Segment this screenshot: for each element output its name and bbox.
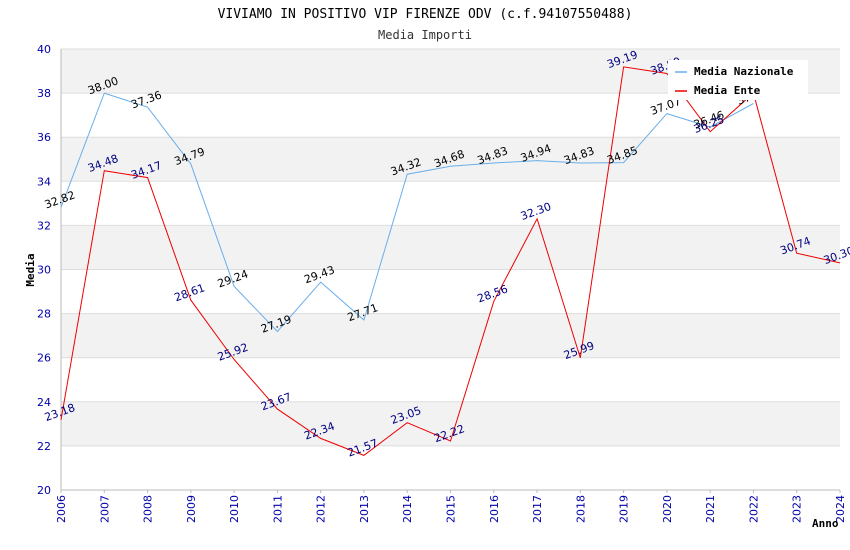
legend-box — [668, 60, 808, 100]
y-tick-label: 28 — [37, 308, 51, 321]
y-tick-label: 24 — [37, 396, 51, 409]
y-tick-label: 32 — [37, 219, 51, 232]
y-tick-label: 22 — [37, 440, 51, 453]
chart-title: VIVIAMO IN POSITIVO VIP FIRENZE ODV (c.f… — [218, 7, 633, 22]
legend: Media Nazionale Media Ente — [668, 60, 808, 100]
x-tick-labels: 2006 2007 2008 2009 2010 2011 2012 2013 2014 2015… — [55, 490, 847, 523]
legend-label-media-ente: Media Ente — [694, 84, 761, 97]
y-axis-label: Media — [24, 253, 37, 286]
x-tick-label: 2015 — [445, 495, 458, 523]
legend-label-media-nazionale: Media Nazionale — [694, 65, 794, 78]
y-tick-label: 38 — [37, 87, 51, 100]
x-tick-label: 2006 — [55, 495, 68, 523]
x-tick-label: 2017 — [531, 495, 544, 523]
x-tick-label: 2011 — [271, 495, 284, 523]
data-label: 32.82 — [43, 189, 77, 212]
x-tick-label: 2010 — [228, 495, 241, 523]
x-tick-label: 2012 — [315, 495, 328, 523]
data-label: 32.30 — [519, 200, 553, 223]
x-tick-label: 2014 — [401, 495, 414, 523]
x-tick-label: 2009 — [185, 495, 198, 523]
grid-band — [61, 313, 840, 358]
x-tick-label: 2018 — [574, 495, 587, 523]
y-tick-label: 36 — [37, 131, 51, 144]
grid-bands — [61, 49, 840, 446]
x-tick-label: 2007 — [98, 495, 111, 523]
grid-band — [61, 137, 840, 182]
x-tick-label: 2021 — [704, 495, 717, 523]
series-line-media-ente — [60, 66, 841, 456]
x-tick-label: 2008 — [142, 495, 155, 523]
y-tick-label: 26 — [37, 352, 51, 365]
data-label: 28.56 — [476, 283, 510, 306]
y-tick-label: 20 — [37, 484, 51, 497]
x-tick-label: 2013 — [358, 495, 371, 523]
x-axis-label: Anno — [812, 517, 839, 530]
series-line-media-nazionale — [60, 92, 754, 333]
data-label: 29.24 — [216, 268, 250, 291]
x-tick-label: 2020 — [661, 495, 674, 523]
y-tick-labels: 20 22 24 26 28 30 32 34 36 38 40 — [37, 43, 51, 497]
x-tick-label: 2023 — [791, 495, 804, 523]
chart-subtitle: Media Importi — [378, 28, 472, 42]
grid-band — [61, 401, 840, 446]
x-tick-label: 2024 — [834, 495, 847, 523]
x-tick-label: 2019 — [618, 495, 631, 523]
y-tick-label: 30 — [37, 264, 51, 277]
x-tick-label: 2022 — [747, 495, 760, 523]
y-tick-label: 40 — [37, 43, 51, 56]
data-label: 28.61 — [173, 281, 207, 304]
x-tick-label: 2016 — [488, 495, 501, 523]
y-tick-label: 34 — [37, 175, 51, 188]
series-lines — [60, 66, 841, 456]
grid-band — [61, 225, 840, 270]
